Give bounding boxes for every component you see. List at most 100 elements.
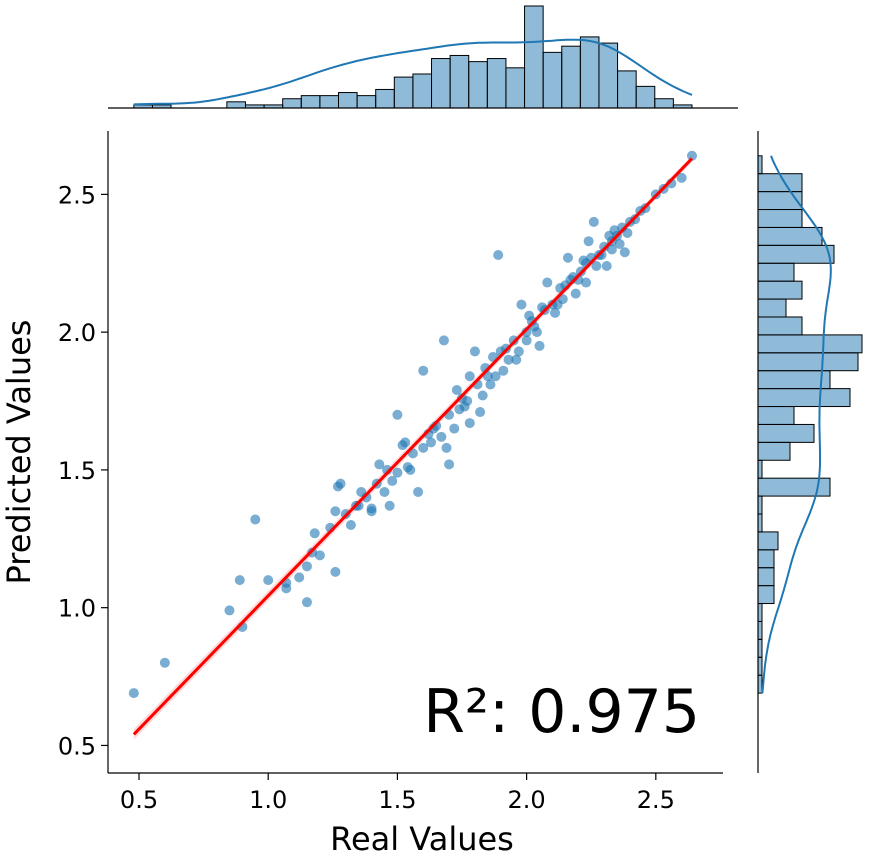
x-hist-bar bbox=[319, 95, 339, 109]
y-hist-bar bbox=[757, 226, 823, 246]
y-axis-label: Predicted Values bbox=[0, 320, 38, 585]
x-tick-label: 2.0 bbox=[508, 786, 546, 814]
x-hist-bar bbox=[524, 5, 544, 109]
y-hist-bar bbox=[757, 280, 803, 300]
data-point bbox=[511, 354, 522, 365]
top-marginal-histogram bbox=[108, 5, 738, 109]
y-hist-bar bbox=[757, 298, 787, 318]
data-point bbox=[676, 172, 687, 183]
data-point bbox=[550, 307, 561, 318]
data-point bbox=[542, 277, 553, 288]
data-point bbox=[477, 390, 488, 401]
data-point bbox=[309, 528, 320, 539]
x-hist-bar bbox=[542, 51, 563, 109]
data-point bbox=[521, 335, 532, 346]
data-point bbox=[614, 238, 625, 249]
y-tick-label: 1.5 bbox=[58, 457, 96, 485]
y-hist-bar bbox=[757, 244, 835, 264]
data-point bbox=[493, 249, 504, 260]
y-hist-bar bbox=[757, 423, 815, 443]
data-point bbox=[583, 236, 594, 247]
y-hist-bar bbox=[757, 388, 851, 408]
regression-line bbox=[132, 157, 694, 736]
y-hist-bar bbox=[757, 585, 775, 605]
data-point bbox=[418, 365, 429, 376]
x-tick-label: 0.5 bbox=[120, 786, 158, 814]
data-point bbox=[301, 597, 312, 608]
data-point bbox=[426, 437, 437, 448]
x-hist-bar bbox=[635, 85, 656, 109]
data-point bbox=[444, 459, 455, 470]
x-hist-bar bbox=[412, 73, 433, 109]
data-point bbox=[516, 299, 527, 310]
y-hist-bar bbox=[757, 406, 795, 425]
data-point bbox=[314, 550, 325, 561]
y-tick-label: 1.0 bbox=[58, 595, 96, 623]
x-kde-curve bbox=[133, 38, 693, 106]
x-hist-bar bbox=[579, 36, 600, 109]
data-point bbox=[498, 365, 509, 376]
data-point bbox=[588, 216, 599, 227]
data-point bbox=[464, 418, 475, 429]
right-marginal-histogram bbox=[757, 131, 863, 773]
r-squared-annotation: R²: 0.975 bbox=[423, 677, 700, 747]
data-point bbox=[250, 514, 261, 525]
data-point bbox=[485, 379, 496, 390]
x-tick-label: 2.5 bbox=[637, 786, 675, 814]
y-hist-bar bbox=[757, 567, 775, 587]
data-point bbox=[534, 340, 545, 351]
data-point bbox=[562, 252, 573, 263]
x-hist-bar bbox=[561, 45, 581, 109]
data-point bbox=[464, 371, 475, 382]
data-point bbox=[392, 409, 403, 420]
data-point bbox=[330, 566, 341, 577]
x-tick-label: 1.0 bbox=[249, 786, 287, 814]
x-hist-bar bbox=[598, 42, 619, 109]
y-hist-bar bbox=[757, 352, 859, 372]
data-point bbox=[686, 150, 697, 161]
x-hist-bar bbox=[375, 88, 395, 109]
data-point bbox=[392, 467, 403, 478]
data-point bbox=[379, 486, 390, 497]
data-point bbox=[400, 437, 411, 448]
data-point bbox=[475, 407, 486, 418]
data-point bbox=[503, 354, 514, 365]
data-point bbox=[469, 346, 480, 357]
y-tick-label: 0.5 bbox=[58, 732, 96, 760]
x-hist-bar bbox=[431, 58, 451, 109]
x-hist-bar bbox=[393, 76, 414, 109]
y-hist-bar bbox=[757, 262, 795, 282]
data-point bbox=[581, 277, 592, 288]
data-point bbox=[234, 575, 245, 586]
data-point bbox=[451, 385, 462, 396]
data-point bbox=[374, 459, 385, 470]
data-point bbox=[513, 346, 524, 357]
data-point bbox=[619, 247, 630, 258]
data-point bbox=[405, 464, 416, 475]
data-point bbox=[224, 605, 235, 616]
data-point bbox=[454, 404, 465, 415]
x-hist-bar bbox=[654, 98, 674, 109]
data-point bbox=[622, 227, 633, 238]
data-point bbox=[387, 475, 398, 486]
data-point bbox=[384, 500, 395, 511]
x-hist-bar bbox=[300, 95, 321, 109]
x-hist-bar bbox=[449, 54, 470, 109]
data-point bbox=[570, 288, 581, 299]
data-point bbox=[449, 423, 460, 434]
data-point bbox=[335, 478, 346, 489]
data-point bbox=[599, 241, 610, 252]
data-point bbox=[438, 335, 449, 346]
data-point bbox=[591, 261, 602, 272]
data-point bbox=[366, 503, 377, 514]
data-point bbox=[281, 583, 292, 594]
y-tick-label: 2.0 bbox=[58, 319, 96, 347]
data-point bbox=[413, 486, 424, 497]
data-point bbox=[441, 442, 452, 453]
y-hist-bar bbox=[757, 370, 831, 390]
x-axis-label: Real Values bbox=[330, 820, 514, 858]
y-tick-label: 2.5 bbox=[58, 181, 96, 209]
data-point bbox=[301, 561, 312, 572]
x-hist-bar bbox=[617, 70, 637, 109]
